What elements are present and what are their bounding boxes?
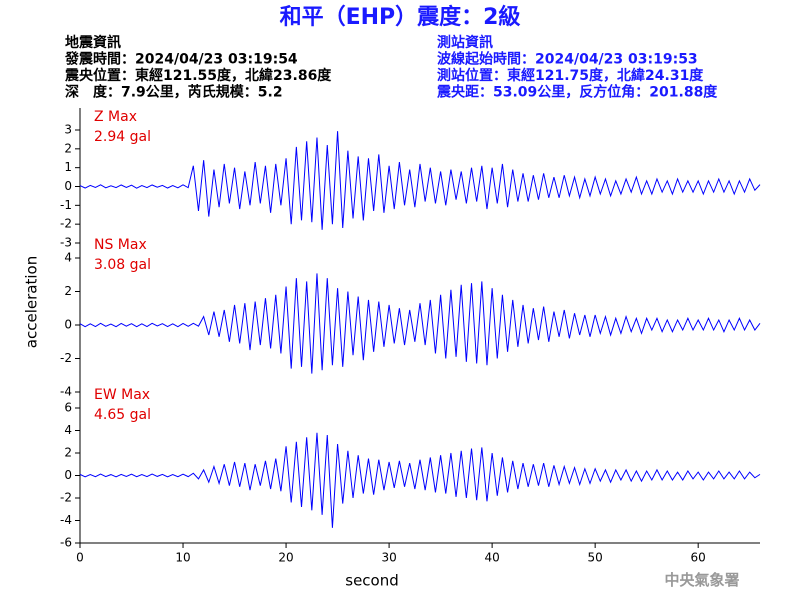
waveform bbox=[79, 131, 761, 230]
event-info: 深 度：7.9公里，芮氏規模：5.2 bbox=[65, 84, 283, 101]
max-label: 3.08 gal bbox=[94, 257, 151, 273]
y-axis-label: acceleration bbox=[23, 256, 41, 348]
x-tick-label: 40 bbox=[484, 551, 499, 565]
y-tick-label: 2 bbox=[64, 141, 72, 155]
station-info: 波線起始時間：2024/04/23 03:19:53 bbox=[437, 51, 698, 68]
y-tick-label: 3 bbox=[64, 123, 72, 137]
y-tick-label: 6 bbox=[64, 401, 72, 415]
y-tick-label: 1 bbox=[64, 160, 72, 174]
y-tick-label: 0 bbox=[64, 468, 72, 482]
waveform bbox=[79, 273, 761, 374]
y-tick-label: 0 bbox=[64, 318, 72, 332]
max-label: 2.94 gal bbox=[94, 129, 151, 145]
event-info: 地震資訊 bbox=[65, 34, 121, 51]
event-info: 發震時間：2024/04/23 03:19:54 bbox=[64, 51, 298, 68]
panel-name: NS Max bbox=[94, 237, 147, 253]
panel-name: EW Max bbox=[94, 387, 150, 403]
x-tick-label: 60 bbox=[691, 551, 706, 565]
y-tick-label: 2 bbox=[64, 446, 72, 460]
x-tick-label: 10 bbox=[175, 551, 190, 565]
y-tick-label: -2 bbox=[60, 217, 72, 231]
chart-title: 和平（EHP）震度：2級 bbox=[280, 4, 521, 30]
y-tick-label: -2 bbox=[60, 491, 72, 505]
station-info: 測站位置：東經121.75度，北緯24.31度 bbox=[437, 67, 704, 84]
max-label: 4.65 gal bbox=[94, 407, 151, 423]
waveform bbox=[79, 432, 761, 528]
x-tick-label: 30 bbox=[381, 551, 396, 565]
y-tick-label: -4 bbox=[60, 513, 72, 527]
x-tick-label: 0 bbox=[76, 551, 84, 565]
y-tick-label: 4 bbox=[64, 251, 72, 265]
station-info: 震央距：53.09公里，反方位角：201.88度 bbox=[436, 84, 718, 101]
y-tick-label: -3 bbox=[60, 236, 72, 250]
x-tick-label: 50 bbox=[588, 551, 603, 565]
y-tick-label: -1 bbox=[60, 198, 72, 212]
watermark: 中央氣象署 bbox=[664, 571, 739, 589]
x-tick-label: 20 bbox=[278, 551, 293, 565]
y-tick-label: -6 bbox=[60, 536, 72, 550]
station-info: 測站資訊 bbox=[437, 34, 493, 51]
panel-name: Z Max bbox=[94, 109, 137, 125]
y-tick-label: -4 bbox=[60, 385, 72, 399]
y-tick-label: 4 bbox=[64, 423, 72, 437]
y-tick-label: 2 bbox=[64, 284, 72, 298]
y-tick-label: -2 bbox=[60, 351, 72, 365]
event-info: 震央位置：東經121.55度，北緯23.86度 bbox=[64, 67, 332, 84]
y-tick-label: 0 bbox=[64, 179, 72, 193]
x-axis-label: second bbox=[345, 572, 399, 590]
